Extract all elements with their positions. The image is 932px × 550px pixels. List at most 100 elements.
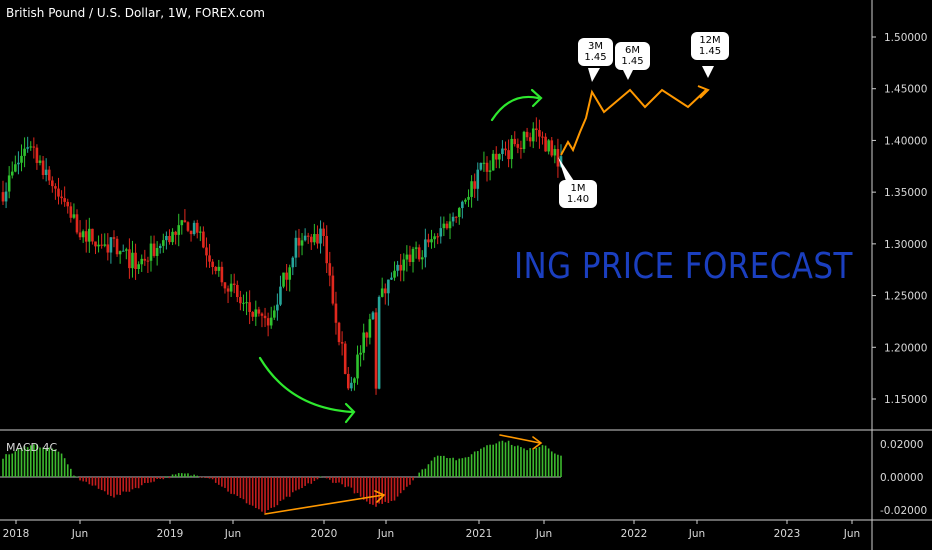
candle-body [94, 241, 97, 247]
time-tick-label: 2019 [157, 528, 184, 540]
candle-body [408, 254, 412, 263]
callout-3m-period: 3M [588, 41, 603, 52]
candle-body [300, 240, 304, 246]
candle-body [263, 315, 267, 319]
candle-body [17, 162, 20, 165]
candle-body [303, 235, 307, 241]
candle-body [340, 342, 344, 344]
candle-body [331, 275, 335, 304]
candle-body [454, 216, 458, 218]
candle-body [334, 303, 338, 323]
macd-indicator-label[interactable]: MACD 4C [6, 441, 58, 454]
candle-body [118, 251, 122, 255]
callout-3m: 3M 1.45 [578, 38, 613, 66]
time-tick-label: 2023 [774, 528, 801, 540]
candle-body [217, 266, 221, 271]
candle-body [51, 180, 54, 187]
candle-body [306, 235, 310, 237]
candle-body [488, 170, 492, 172]
candle-body [235, 284, 239, 298]
candle-body [356, 354, 359, 379]
candle-body [494, 153, 498, 160]
candle-body [257, 309, 261, 314]
candle-body [143, 258, 147, 261]
callout-pointer-12m [702, 66, 714, 78]
candle-body [41, 160, 45, 176]
price-axis[interactable]: 1.50000 1.45000 1.40000 1.35000 1.30000 1.250… [872, 32, 927, 406]
candle-body [26, 147, 29, 149]
candle-body [525, 131, 529, 138]
candle-body [7, 175, 11, 192]
price-tick-label: 1.40000 [884, 135, 927, 147]
arc-arrow-2020-low [258, 356, 354, 414]
candle-body [457, 208, 461, 217]
candle-body [544, 136, 547, 152]
candle-body [66, 201, 70, 207]
price-tick-label: 1.25000 [884, 291, 927, 303]
candle-body [424, 239, 427, 258]
macd-divergence-arrowhead-low [374, 490, 386, 503]
candle-body [189, 230, 193, 235]
callout-6m: 6M 1.45 [615, 42, 650, 70]
candle-body [81, 231, 85, 238]
callout-1m-value: 1.40 [566, 194, 590, 205]
candle-body [282, 272, 285, 287]
candle-body [522, 131, 526, 150]
candle-body [442, 223, 446, 229]
time-axis[interactable]: 2018 Jun 2019 Jun 2020 Jun 2021 Jun 2022 Jun 2023 J… [3, 520, 861, 540]
candle-body [448, 221, 452, 229]
candle-body [501, 148, 504, 155]
candle-body [199, 231, 202, 233]
candle-body [146, 260, 150, 262]
macd-tick-label: 0.02000 [880, 439, 923, 451]
macd-divergence-arrow-high [499, 434, 541, 444]
macd-axis[interactable]: 0.02000 0.00000 -0.02000 [880, 439, 927, 517]
candle-body [516, 144, 520, 148]
candle-body [313, 234, 316, 243]
candle-body [97, 244, 100, 247]
candle-body [23, 148, 26, 156]
candle-body [439, 228, 443, 237]
candle-body [177, 225, 181, 235]
candle-body [4, 191, 8, 202]
candle-body [445, 223, 449, 229]
candle-body [54, 186, 57, 189]
candle-body [78, 232, 82, 238]
candle-body [276, 304, 279, 311]
candle-body [269, 317, 273, 326]
candle-body [121, 250, 125, 252]
candle-body [371, 312, 375, 320]
candle-body [485, 162, 489, 172]
macd-divergence-arrow-low [264, 494, 384, 515]
candle-body [417, 247, 421, 260]
callout-1m-period: 1M [570, 183, 586, 194]
candle-body [541, 136, 544, 138]
macd-tick-label: 0.00000 [880, 472, 923, 484]
candle-body [128, 249, 131, 269]
candle-body [535, 128, 538, 131]
candle-body [399, 264, 402, 271]
candle-body [368, 319, 372, 338]
candle-body [232, 283, 236, 285]
candle-body [396, 264, 399, 271]
price-tick-label: 1.45000 [884, 84, 927, 96]
candle-body [226, 288, 230, 292]
candle-body [433, 236, 436, 240]
candle-body [20, 155, 23, 163]
callout-6m-period: 6M [625, 45, 640, 56]
time-tick-label: 2022 [621, 528, 648, 540]
candle-body [180, 220, 184, 226]
candle-body [556, 149, 560, 167]
candle-body [504, 148, 507, 151]
price-tick-label: 1.35000 [884, 187, 927, 199]
chart-title: British Pound / U.S. Dollar, 1W, FOREX.c… [6, 6, 265, 20]
price-candles [1, 117, 563, 395]
candle-body [387, 279, 390, 294]
candle-body [430, 239, 433, 243]
candle-body [57, 188, 60, 197]
annotation-arrows [258, 88, 543, 515]
candle-body [186, 222, 190, 231]
candle-body [294, 237, 298, 258]
candle-body [165, 235, 168, 241]
